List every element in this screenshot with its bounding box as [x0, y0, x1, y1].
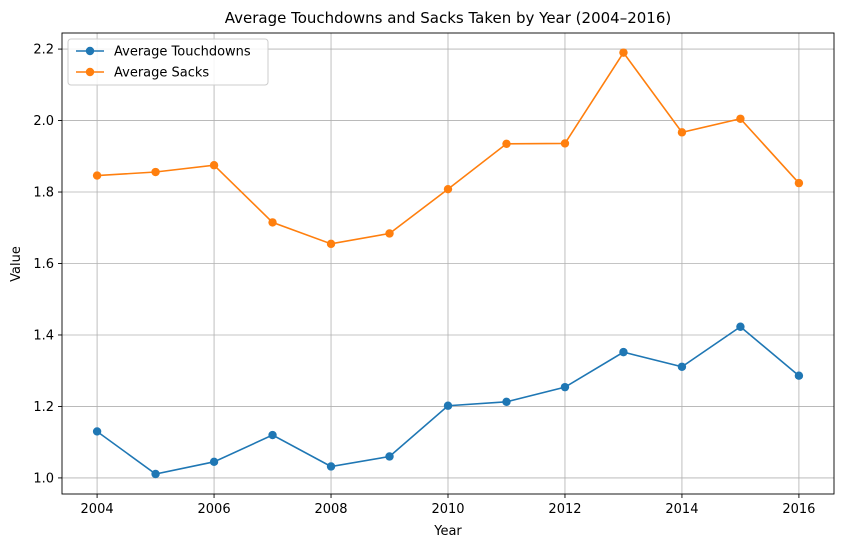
legend: Average Touchdowns Average Sacks: [67, 38, 269, 86]
data-point: [502, 397, 511, 406]
data-point: [209, 457, 219, 467]
series-group: [92, 48, 804, 479]
data-point: [794, 178, 804, 188]
data-point: [619, 48, 628, 57]
data-point: [385, 229, 394, 238]
data-point: [560, 139, 570, 148]
x-tick-label: 2012: [548, 502, 581, 517]
y-tick-label: 1.6: [33, 257, 54, 272]
y-tick-label: 1.4: [33, 328, 54, 343]
y-axis-label: Value: [9, 246, 24, 282]
data-point: [619, 347, 628, 357]
data-point: [385, 452, 394, 461]
ticks: 2004 2006 2008 2010 2012 2014 2016 1.0 1.2 1.4 1.6…: [33, 43, 815, 517]
x-tick-label: 2016: [782, 502, 815, 517]
data-point: [326, 462, 336, 471]
data-point: [677, 128, 687, 137]
data-point: [502, 139, 511, 148]
legend-marker: [85, 46, 95, 56]
legend-label: Average Touchdowns: [114, 45, 251, 60]
y-tick-label: 1.2: [33, 400, 54, 415]
data-point: [736, 322, 745, 331]
x-tick-label: 2014: [665, 502, 698, 517]
legend-label: Average Sacks: [114, 66, 209, 81]
data-point: [677, 362, 687, 371]
legend-box: [67, 38, 269, 86]
data-point: [326, 239, 336, 249]
y-tick-label: 2.2: [33, 43, 54, 58]
grid: [62, 33, 834, 494]
x-tick-label: 2004: [81, 502, 114, 517]
x-tick-label: 2006: [198, 502, 231, 517]
y-tick-label: 2.0: [33, 114, 54, 129]
data-point: [736, 114, 745, 123]
y-tick-label: 1.8: [33, 186, 54, 201]
data-point: [209, 161, 219, 170]
data-point: [268, 430, 277, 440]
data-point: [560, 382, 570, 392]
x-axis-label: Year: [433, 524, 462, 539]
data-point: [151, 167, 160, 177]
data-point: [151, 469, 160, 479]
legend-marker: [85, 67, 95, 77]
y-tick-label: 1.0: [33, 471, 54, 486]
chart-title: Average Touchdowns and Sacks Taken by Ye…: [225, 9, 671, 27]
data-point: [443, 184, 453, 194]
data-point: [92, 427, 102, 436]
data-point: [268, 218, 277, 227]
x-tick-label: 2008: [314, 502, 347, 517]
data-point: [794, 371, 804, 380]
x-tick-label: 2010: [431, 502, 464, 517]
data-point: [92, 171, 102, 180]
data-point: [443, 401, 453, 410]
